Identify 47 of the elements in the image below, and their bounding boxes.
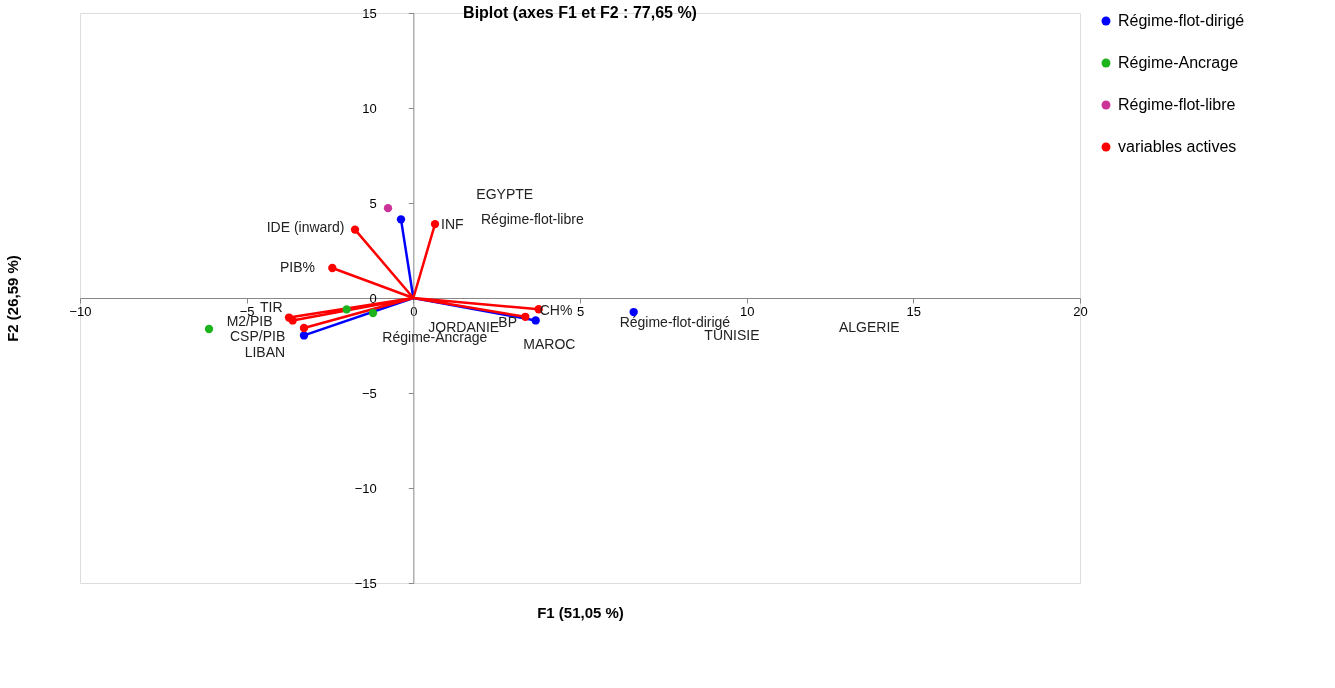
x-tick-label: 5 — [576, 303, 585, 319]
y-tick-label: 5 — [369, 195, 377, 211]
annotation: MAROC — [523, 335, 576, 352]
annotation: CSP/PIB — [230, 327, 286, 344]
annotation: Régime-flot-libre — [481, 211, 584, 228]
annotation: EGYPTE — [476, 186, 534, 203]
annotation: TIR — [260, 299, 283, 316]
y-tick-label: −15 — [354, 575, 377, 591]
point — [383, 203, 393, 213]
point — [521, 312, 530, 321]
annotation: LIBAN — [244, 344, 286, 361]
legend-label: Régime-flot-libre — [1118, 96, 1236, 113]
point — [328, 263, 337, 273]
legend-label: Régime-flot-dirigé — [1118, 12, 1245, 29]
chart-title: Biplot (axes F1 et F2 : 77,65 %) — [463, 4, 697, 21]
x-tick-label: 15 — [906, 303, 922, 319]
annotation: INF — [441, 215, 464, 232]
point — [531, 316, 540, 325]
legend-label: variables actives — [1118, 138, 1237, 155]
y-tick-label: 0 — [369, 290, 377, 306]
y-tick-label: −5 — [362, 385, 377, 401]
annotation: CH% — [539, 302, 573, 319]
x-tick-label: 20 — [1073, 303, 1088, 319]
y-axis-title: F2 (26,59 %) — [3, 255, 21, 342]
x-tick-label: 10 — [739, 303, 755, 319]
point — [299, 331, 309, 340]
point — [430, 219, 440, 229]
x-tick-label: −10 — [69, 303, 92, 319]
x-tick-label: 0 — [410, 303, 418, 319]
annotation: IDE (inward) — [266, 218, 345, 235]
annotation: Régime-flot-dirigé — [619, 314, 731, 331]
point — [204, 324, 214, 334]
point — [288, 316, 297, 325]
y-tick-label: −10 — [354, 480, 377, 496]
annotation: ALGERIE — [839, 319, 900, 336]
point — [396, 215, 406, 224]
annotation: BP — [498, 313, 518, 330]
point — [350, 225, 360, 234]
point — [368, 308, 378, 318]
y-tick-label: 10 — [362, 100, 377, 116]
legend-label: Régime-Ancrage — [1118, 54, 1239, 71]
point — [629, 307, 638, 317]
annotation: PIB% — [280, 258, 316, 275]
point — [342, 305, 351, 314]
y-tick-label: 15 — [362, 5, 377, 21]
x-axis-title: F1 (51,05 %) — [537, 603, 624, 621]
point — [299, 323, 309, 333]
